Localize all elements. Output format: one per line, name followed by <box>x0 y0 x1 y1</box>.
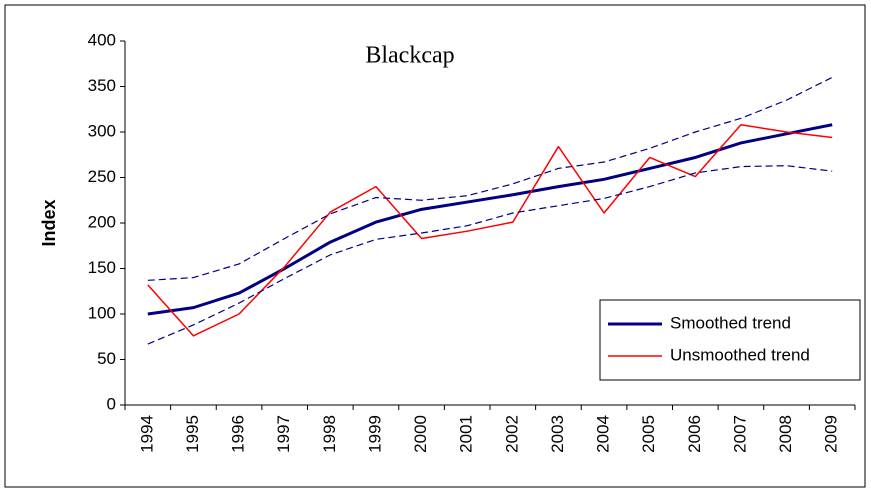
interval-line <box>147 165 833 345</box>
y-tick-label: 150 <box>88 258 116 277</box>
x-tick-label: 2008 <box>776 415 795 453</box>
chart-border <box>4 4 866 488</box>
x-tick-label: 2007 <box>730 415 749 453</box>
y-tick-label: 50 <box>97 349 116 368</box>
y-tick-label: 300 <box>88 121 116 140</box>
chart-title: Blackcap <box>365 43 454 69</box>
y-tick-label: 350 <box>88 76 116 95</box>
y-tick-label: 400 <box>88 30 116 49</box>
y-tick-label: 250 <box>88 167 116 186</box>
y-tick-label: 100 <box>88 303 116 322</box>
x-tick-label: 2004 <box>594 415 613 453</box>
x-tick-label: 2002 <box>502 415 521 453</box>
x-tick-label: 1996 <box>229 415 248 453</box>
legend-label: Smoothed trend <box>670 313 791 332</box>
y-tick-label: 200 <box>88 212 116 231</box>
x-tick-label: 2000 <box>411 415 430 453</box>
legend-label: Unsmoothed trend <box>670 345 810 364</box>
x-tick-label: 2003 <box>548 415 567 453</box>
x-tick-label: 2009 <box>822 415 841 453</box>
x-tick-label: 1998 <box>320 415 339 453</box>
interval-line <box>147 76 833 281</box>
x-tick-label: 1997 <box>274 415 293 453</box>
y-axis-label: Index <box>39 199 59 246</box>
x-tick-label: 1994 <box>137 415 156 453</box>
x-tick-label: 1995 <box>183 415 202 453</box>
x-tick-label: 2001 <box>457 415 476 453</box>
y-tick-label: 0 <box>107 394 116 413</box>
x-tick-label: 2006 <box>685 415 704 453</box>
legend-box <box>599 299 861 381</box>
x-tick-label: 1999 <box>365 415 384 453</box>
x-tick-label: 2005 <box>639 415 658 453</box>
